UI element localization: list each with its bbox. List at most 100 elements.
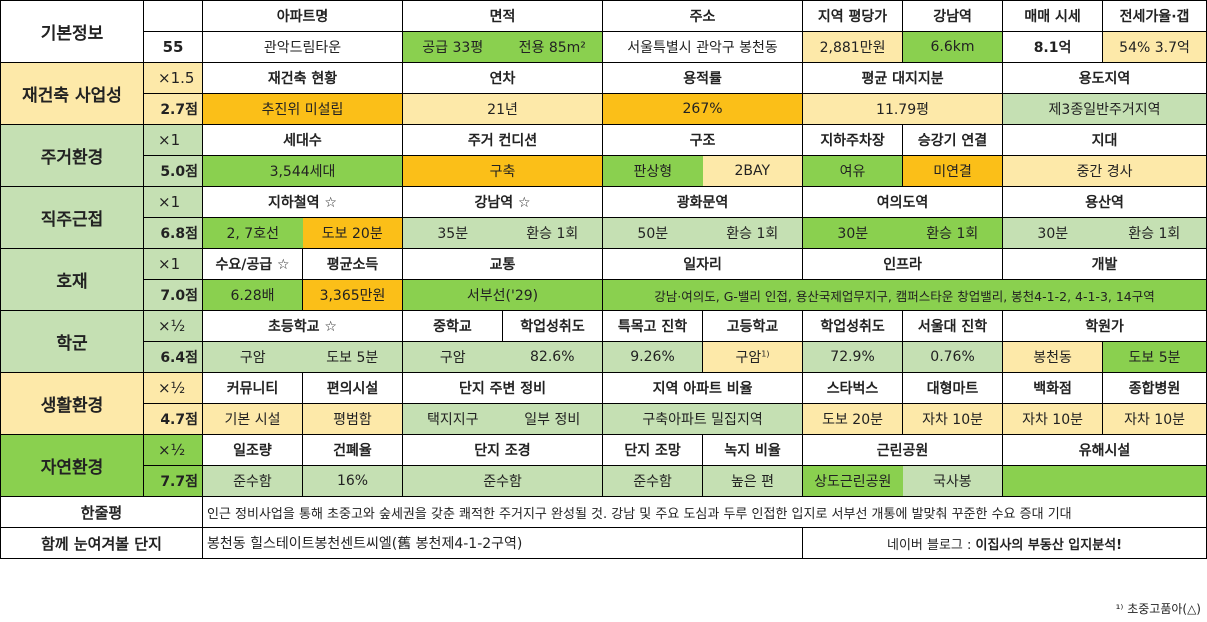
header-area: 면적 [401,0,604,32]
header-development: 개발 [1002,248,1207,280]
households-value: 3,544세대 [202,155,403,187]
header-parking: 지하주차장 [802,124,904,156]
parking-value: 여유 [802,155,904,187]
middle-achievement-value: 82.6% [502,341,604,373]
header-gwanghwamun: 광화문역 [602,186,804,218]
hazards-value [1002,465,1207,497]
basic-info-label: 기본정보 [0,0,144,63]
yeouido-transfer-value: 환승 1회 [902,217,1004,249]
header-apt-name: 아파트명 [202,0,403,32]
blog-prefix: 네이버 블로그 : [886,537,976,553]
elementary-name-value: 구암 [202,341,303,373]
rebuild-multiplier: ×1.5 [143,62,203,94]
analysis-table: 기본정보 아파트명 면적 주소 지역 평당가 강남역 매매 시세 전세가율·갭 … [0,0,1207,559]
header-middle: 중학교 [402,310,503,342]
apt-ratio-value: 구축아파트 밀집지역 [602,403,804,435]
yongsan-time-value: 30분 [1002,217,1103,249]
header-view: 단지 조망 [602,434,704,466]
gangnam-time-value: 35분 [402,217,503,249]
high-school-name: 구암 [735,350,762,366]
header-yongsan: 용산역 [1002,186,1207,218]
header-surroundings: 단지 주변 정비 [401,372,604,404]
terrain-value: 중간 경사 [1002,155,1207,187]
header-department-store: 백화점 [1002,372,1104,404]
view-value: 준수함 [602,465,704,497]
mart-value: 자차 10분 [902,403,1004,435]
commute-multiplier: ×1 [143,186,203,218]
life-multiplier: ×½ [143,372,203,404]
gwanghwamun-transfer-value: 환승 1회 [702,217,804,249]
area-supply-value: 공급 33평 [402,31,503,63]
academy-walk-value: 도보 5분 [1102,341,1207,373]
life-score: 4.7점 [143,403,203,435]
header-zoning: 용도지역 [1002,62,1207,94]
header-convenience: 편의시설 [302,372,403,404]
rebuild-status-value: 추진위 미설립 [202,93,403,125]
header-land-share: 평균 대지지분 [802,62,1004,94]
structure-type-value: 판상형 [602,155,703,187]
school-score: 6.4점 [143,341,203,373]
header-condition: 주거 컨디션 [401,124,604,156]
sale-price-value: 8.1억 [1002,31,1104,63]
header-middle-achievement: 학업성취도 [501,310,604,342]
yongsan-transfer-value: 환승 1회 [1102,217,1207,249]
header-income: 평균소득 [302,248,403,280]
header-address: 주소 [602,0,804,32]
header-mart: 대형마트 [902,372,1004,404]
header-sale-price: 매매 시세 [1002,0,1104,32]
surroundings-state-value: 일부 정비 [502,403,604,435]
yeouido-time-value: 30분 [802,217,903,249]
header-rebuild-status: 재건축 현황 [202,62,403,94]
header-apt-ratio: 지역 아파트 비율 [602,372,804,404]
landscaping-value: 준수함 [401,465,604,497]
nature-multiplier: ×½ [143,434,203,466]
subway-walk-value: 도보 20분 [302,217,403,249]
school-label: 학군 [0,310,144,373]
header-hazards: 유해시설 [1002,434,1207,466]
header-gangnam-station: 강남역 ☆ [401,186,604,218]
related-label: 함께 눈여겨볼 단지 [0,527,203,559]
subway-lines-value: 2, 7호선 [202,217,303,249]
park-name-value: 상도근린공원 [802,465,903,497]
header-elevator: 승강기 연결 [902,124,1004,156]
header-infra: 인프라 [802,248,1004,280]
header-community: 커뮤니티 [202,372,303,404]
park-mountain-value: 국사봉 [902,465,1004,497]
hospital-value: 자차 10분 [1102,403,1207,435]
zoning-value: 제3종일반주거지역 [1002,93,1207,125]
structure-bay-value: 2BAY [702,155,804,187]
header-park: 근린공원 [802,434,1004,466]
header-landscaping: 단지 조경 [401,434,604,466]
develop-score: 7.0점 [143,279,203,311]
header-gangnam: 강남역 [902,0,1004,32]
header-coverage: 건폐율 [302,434,403,466]
header-far: 용적률 [602,62,804,94]
header-demand-supply: 수요/공급 ☆ [202,248,303,280]
convenience-value: 평범함 [302,403,403,435]
community-value: 기본 시설 [202,403,303,435]
demand-value: 6.28배 [202,279,303,311]
related-text: 봉천동 힐스테이트봉천센트씨엘(舊 봉천제4-1-2구역) [201,527,804,559]
header-green-ratio: 녹지 비율 [702,434,804,466]
header-jeonse: 전세가율·갭 [1102,0,1207,32]
rebuild-score: 2.7점 [143,93,203,125]
header-snu: 서울대 진학 [902,310,1004,342]
condition-value: 구축 [401,155,604,187]
living-score: 5.0점 [143,155,203,187]
nature-score: 7.7점 [143,465,203,497]
sunlight-value: 준수함 [202,465,303,497]
land-share-value: 11.79평 [802,93,1004,125]
header-hospital: 종합병원 [1102,372,1207,404]
green-ratio-value: 높은 편 [702,465,804,497]
special-high-value: 9.26% [602,341,704,373]
jeonse-value: 54% 3.7억 [1102,31,1207,63]
rebuild-label: 재건축 사업성 [0,62,144,125]
gwanghwamun-time-value: 50분 [602,217,703,249]
income-value: 3,365만원 [302,279,403,311]
develop-label: 호재 [0,248,144,311]
surroundings-type-value: 택지지구 [402,403,503,435]
traffic-value: 서부선('29) [401,279,604,311]
header-starbucks: 스타벅스 [802,372,904,404]
apt-name-value: 관악드림타운 [202,31,403,63]
middle-name-value: 구암 [402,341,503,373]
